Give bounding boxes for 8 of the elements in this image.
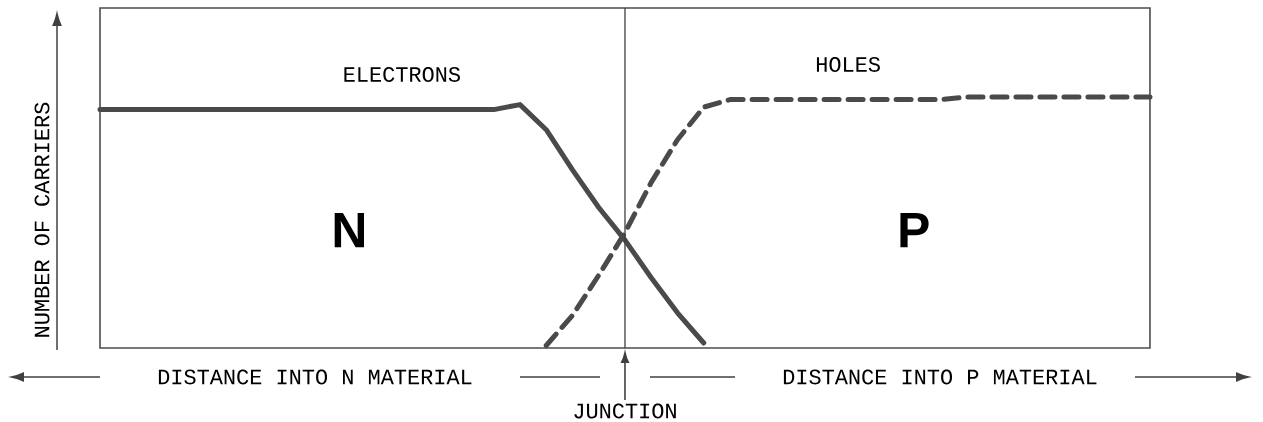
series-label: HOLES [816, 57, 880, 72]
text: DISTANCE INTO P MATERIAL [783, 369, 1097, 385]
y-axis-title: NUMBER OF CARRIERS [34, 102, 50, 337]
annotation: P [900, 212, 929, 248]
series-label: ELECTRONS [344, 67, 460, 82]
text: JUNCTION [574, 403, 676, 419]
annotation: N [334, 212, 364, 248]
x-axis-title: DISTANCE INTO N MATERIAL [158, 369, 472, 385]
